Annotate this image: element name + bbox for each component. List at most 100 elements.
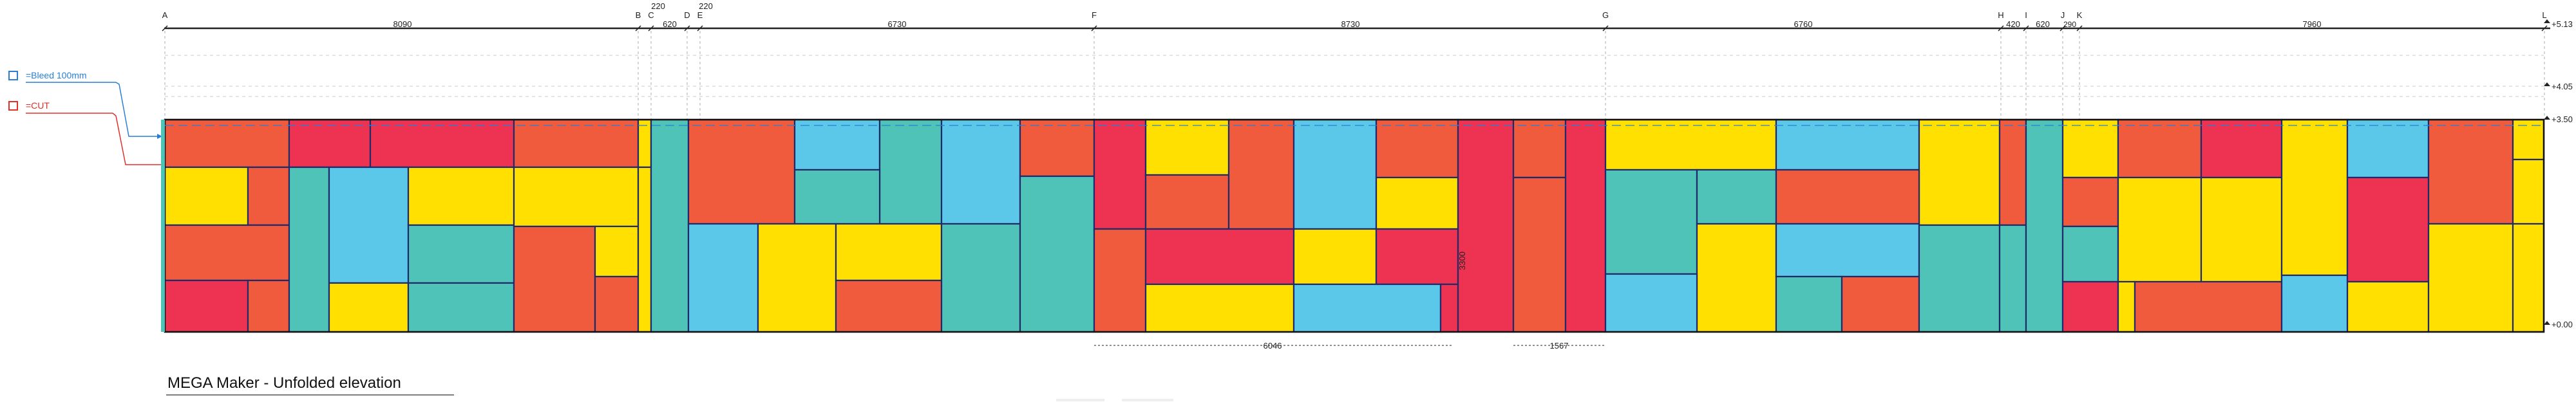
panel-26 bbox=[1019, 118, 1095, 178]
bleed-leader-line bbox=[26, 82, 157, 137]
panel-30 bbox=[835, 223, 943, 282]
grid-label-l: L bbox=[2542, 10, 2546, 20]
panel-79 bbox=[2346, 118, 2430, 179]
page-title: MEGA Maker - Unfolded elevation bbox=[167, 374, 401, 392]
panel-24 bbox=[878, 118, 943, 225]
panel-32 bbox=[940, 223, 1021, 333]
panel-33 bbox=[1019, 175, 1095, 333]
panel-58 bbox=[1696, 223, 1777, 333]
drawing-title: MEGA Maker - Unfolded elevation bbox=[166, 374, 1173, 401]
grid-label-j: J bbox=[2061, 10, 2065, 20]
panel-1 bbox=[288, 118, 372, 169]
panel-2 bbox=[369, 118, 515, 169]
panel-82 bbox=[2427, 118, 2514, 225]
panel-67 bbox=[2061, 118, 2119, 179]
dim-c-d: 620 bbox=[663, 19, 677, 29]
height-dim-3300: 3300 bbox=[1457, 251, 1467, 270]
panel-27 bbox=[793, 169, 881, 225]
legend-cut-label: =CUT bbox=[26, 100, 50, 111]
panel-35 bbox=[1093, 228, 1147, 333]
panel-70 bbox=[2061, 176, 2119, 228]
panel-11 bbox=[328, 282, 410, 333]
panel-65 bbox=[1998, 224, 2027, 333]
panel-68 bbox=[2117, 118, 2202, 179]
panel-18 bbox=[594, 275, 639, 333]
panel-63 bbox=[1918, 224, 2001, 333]
dim-f-g: 8730 bbox=[1341, 19, 1360, 29]
legend: =Bleed 100mm =CUT bbox=[8, 70, 165, 165]
grid-label-c: C bbox=[648, 10, 654, 20]
panel-66 bbox=[2025, 118, 2064, 333]
panel-8 bbox=[247, 279, 290, 333]
level-5-13: +5.13 bbox=[2552, 19, 2573, 29]
grid-label-e: E bbox=[697, 10, 703, 20]
panel-85 bbox=[2512, 158, 2545, 225]
panel-45 bbox=[1144, 283, 1295, 333]
cut-leader-line bbox=[26, 113, 165, 165]
panel-47 bbox=[1439, 283, 1459, 333]
grid-label-i: I bbox=[2025, 10, 2027, 20]
bottom-dimensions: 6046 1567 3300 bbox=[1094, 251, 1605, 351]
grid-label-g: G bbox=[1602, 10, 1609, 20]
panel-38 bbox=[1227, 118, 1295, 230]
grid-tick-0 bbox=[162, 25, 168, 32]
panel-72 bbox=[2061, 280, 2119, 333]
legend-cut-swatch bbox=[8, 101, 18, 111]
panel-64 bbox=[1998, 118, 2027, 226]
panel-77 bbox=[2280, 118, 2349, 277]
elevation-panels bbox=[164, 118, 2545, 333]
panel-59 bbox=[1775, 223, 1920, 278]
level-3-50: +3.50 bbox=[2552, 114, 2573, 124]
panel-60 bbox=[1775, 275, 1843, 333]
level-4-05: +4.05 bbox=[2552, 82, 2573, 91]
panel-9 bbox=[288, 166, 330, 333]
panel-19 bbox=[637, 118, 652, 169]
panel-55 bbox=[1604, 169, 1698, 275]
panel-29 bbox=[757, 223, 837, 333]
panel-42 bbox=[1144, 228, 1295, 286]
panel-34 bbox=[1093, 118, 1147, 230]
panel-80 bbox=[2346, 176, 2430, 283]
grid-labels: A B C D E F G H I J K L bbox=[162, 10, 2547, 20]
panel-83 bbox=[2427, 223, 2514, 333]
panel-49 bbox=[1512, 118, 1567, 179]
panel-25 bbox=[940, 118, 1021, 225]
panel-12 bbox=[407, 166, 515, 226]
panel-44 bbox=[1375, 228, 1459, 286]
dim-g-h: 6760 bbox=[1794, 19, 1813, 29]
panel-61 bbox=[1841, 275, 1920, 333]
grid-tick-8 bbox=[2023, 25, 2029, 32]
panel-73 bbox=[2117, 176, 2202, 283]
dim-d-e: 220 bbox=[699, 1, 713, 11]
panel-40 bbox=[1375, 118, 1459, 179]
grid-dimensions: 8090 220 620 220 6730 8730 6760 420 620 … bbox=[393, 1, 2322, 29]
panel-78 bbox=[2280, 274, 2349, 333]
panel-36 bbox=[1144, 118, 1230, 176]
panel-23 bbox=[793, 118, 881, 171]
bleed-outline bbox=[161, 120, 2544, 332]
panel-53 bbox=[1775, 118, 1920, 171]
level-markers: +5.13 +4.05 +3.50 +0.00 bbox=[2544, 19, 2573, 329]
panel-52 bbox=[1604, 118, 1777, 171]
grid-tick-9 bbox=[2060, 25, 2066, 32]
dim-k-l: 7960 bbox=[2303, 19, 2322, 29]
panel-39 bbox=[1293, 118, 1378, 230]
panel-57 bbox=[1775, 169, 1920, 225]
panel-4 bbox=[164, 166, 249, 226]
panel-48 bbox=[1457, 118, 1515, 333]
panel-46 bbox=[1293, 283, 1442, 333]
grid-label-h: H bbox=[1998, 10, 2003, 20]
panel-3 bbox=[513, 118, 639, 169]
panel-54 bbox=[1918, 118, 2001, 226]
grid-tick-10 bbox=[2076, 25, 2083, 32]
panel-0 bbox=[164, 118, 290, 169]
panel-74 bbox=[2200, 176, 2283, 283]
grid-tick-5 bbox=[1091, 25, 1097, 32]
grid-tick-1 bbox=[635, 25, 641, 32]
panel-86 bbox=[2512, 223, 2545, 333]
panel-22 bbox=[687, 118, 796, 225]
level-0-00: +0.00 bbox=[2552, 320, 2573, 329]
panel-37 bbox=[1144, 174, 1230, 230]
dim-e-f: 6730 bbox=[888, 19, 907, 29]
panel-6 bbox=[164, 224, 290, 282]
